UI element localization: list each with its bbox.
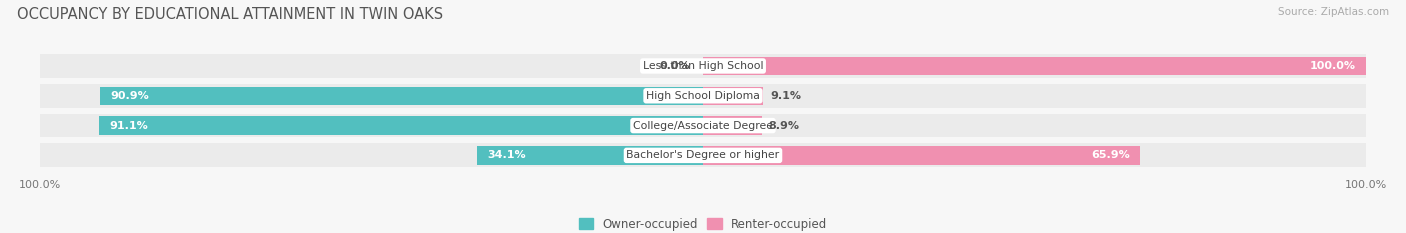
Text: Bachelor's Degree or higher: Bachelor's Degree or higher — [627, 150, 779, 160]
Bar — [703, 146, 1140, 165]
Bar — [703, 57, 1365, 75]
Text: 100.0%: 100.0% — [1310, 61, 1355, 71]
Bar — [41, 114, 1365, 137]
Text: 0.0%: 0.0% — [659, 61, 690, 71]
Text: 8.9%: 8.9% — [769, 120, 800, 130]
Text: 34.1%: 34.1% — [486, 150, 526, 160]
Text: 9.1%: 9.1% — [770, 91, 801, 101]
Bar — [100, 116, 703, 135]
Text: 91.1%: 91.1% — [110, 120, 148, 130]
Legend: Owner-occupied, Renter-occupied: Owner-occupied, Renter-occupied — [574, 213, 832, 233]
Text: 65.9%: 65.9% — [1091, 150, 1130, 160]
Bar — [100, 86, 703, 105]
Text: 90.9%: 90.9% — [111, 91, 149, 101]
Bar — [703, 116, 762, 135]
Text: High School Diploma: High School Diploma — [647, 91, 759, 101]
Bar — [41, 54, 1365, 78]
Text: Less than High School: Less than High School — [643, 61, 763, 71]
Text: College/Associate Degree: College/Associate Degree — [633, 120, 773, 130]
Bar — [41, 144, 1365, 167]
Bar — [41, 84, 1365, 108]
Bar — [703, 86, 763, 105]
Text: OCCUPANCY BY EDUCATIONAL ATTAINMENT IN TWIN OAKS: OCCUPANCY BY EDUCATIONAL ATTAINMENT IN T… — [17, 7, 443, 22]
Bar — [477, 146, 703, 165]
Text: Source: ZipAtlas.com: Source: ZipAtlas.com — [1278, 7, 1389, 17]
